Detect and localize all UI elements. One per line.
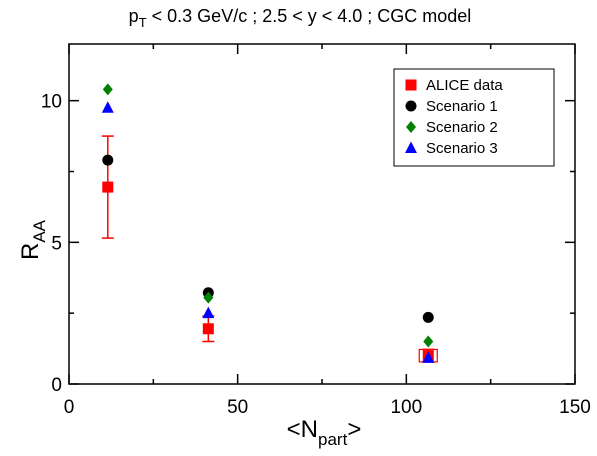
data-point [422,311,434,323]
legend-label: ALICE data [426,77,503,94]
data-point [102,83,113,96]
data-point [101,101,114,113]
y-axis-label: RAA [17,219,49,260]
data-marks [101,83,438,363]
data-point [422,351,435,363]
data-point [203,291,214,304]
legend-marker [405,100,417,112]
chart-title: pT < 0.3 GeV/c ; 2.5 < y < 4.0 ; CGC mod… [129,6,472,30]
x-tick-label: 0 [64,397,75,418]
legend-label: Scenario 1 [426,98,498,115]
data-point [102,181,114,193]
legend-label: Scenario 2 [426,119,498,136]
x-axis-label: <Npart> [287,416,362,449]
legend-label: Scenario 3 [426,140,498,157]
series-scenario-2 [102,83,434,348]
series-scenario-3 [101,101,435,363]
y-tick-label: 5 [51,233,62,254]
series-alice-data [101,135,438,363]
legend: ALICE data Scenario 1 Scenario 2 Scenario 3 [393,68,555,167]
y-tick-label: 0 [51,375,62,396]
data-point [202,323,214,335]
x-tick-label: 100 [390,397,422,418]
x-tick-label: 150 [559,397,591,418]
data-point [102,154,114,166]
data-point [202,306,215,319]
axis-ticks [68,44,576,385]
legend-marker [406,121,416,133]
y-tick-label: 10 [41,92,62,113]
legend-box [393,68,555,167]
tick-labels: 0 50 100 150 0 5 10 [41,92,591,418]
series-scenario-1 [102,154,434,323]
legend-marker [405,141,417,153]
legend-marker [405,79,417,91]
data-point [423,335,434,348]
x-tick-label: 50 [227,397,248,418]
